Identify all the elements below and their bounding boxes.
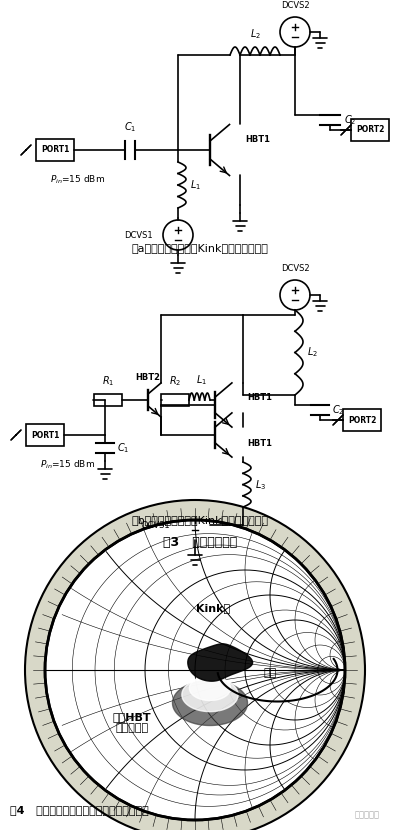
Text: $C_2$: $C_2$ xyxy=(332,403,344,417)
Text: HBT1: HBT1 xyxy=(247,438,272,447)
Text: 新型HBT
复合晶体管: 新型HBT 复合晶体管 xyxy=(113,711,151,733)
Bar xyxy=(36,139,74,161)
Text: $L_1$: $L_1$ xyxy=(196,374,208,387)
Polygon shape xyxy=(188,644,253,681)
Circle shape xyxy=(163,220,193,250)
Text: $L_1$: $L_1$ xyxy=(190,178,201,192)
Text: DCVS2: DCVS2 xyxy=(281,264,309,273)
Text: $P_{in}$=15 dBm: $P_{in}$=15 dBm xyxy=(40,459,95,471)
Text: （a）普通管大信号的Kink效应仿真电路图: （a）普通管大信号的Kink效应仿真电路图 xyxy=(132,243,268,253)
Polygon shape xyxy=(172,681,248,725)
Circle shape xyxy=(280,280,310,310)
Text: Kink点: Kink点 xyxy=(196,603,230,613)
Text: HBT2: HBT2 xyxy=(136,373,160,382)
Circle shape xyxy=(180,510,210,540)
Bar xyxy=(26,424,64,446)
Text: 图3   单极放大电路: 图3 单极放大电路 xyxy=(163,535,237,549)
Text: 图4   普通管和复合管的大信号输出反射系数: 图4 普通管和复合管的大信号输出反射系数 xyxy=(10,805,149,815)
Polygon shape xyxy=(189,676,231,701)
Text: $R_2$: $R_2$ xyxy=(169,374,181,388)
Circle shape xyxy=(280,17,310,47)
Text: PORT1: PORT1 xyxy=(41,145,69,154)
Text: HBT1: HBT1 xyxy=(247,393,272,402)
Bar xyxy=(94,394,122,406)
Bar xyxy=(351,119,389,141)
Circle shape xyxy=(25,500,365,830)
Text: $C_1$: $C_1$ xyxy=(117,441,130,455)
Text: DCVS1: DCVS1 xyxy=(124,231,153,240)
Text: PORT2: PORT2 xyxy=(348,416,376,424)
Text: （b）复合管大信号的Kink效应仿真电路图: （b）复合管大信号的Kink效应仿真电路图 xyxy=(132,515,268,525)
Bar xyxy=(343,409,381,431)
Text: $P_{in}$=15 dBm: $P_{in}$=15 dBm xyxy=(50,173,105,186)
Text: $C_2$: $C_2$ xyxy=(344,113,356,127)
Text: $C_1$: $C_1$ xyxy=(124,120,136,134)
Text: 电子发烧友: 电子发烧友 xyxy=(355,811,380,819)
Bar xyxy=(161,394,189,406)
Polygon shape xyxy=(182,678,238,711)
Text: $L_3$: $L_3$ xyxy=(255,478,266,491)
Text: 单管: 单管 xyxy=(263,668,277,678)
Text: $R_1$: $R_1$ xyxy=(102,374,114,388)
Text: $L_2$: $L_2$ xyxy=(250,27,260,41)
Text: HBT1: HBT1 xyxy=(245,135,270,144)
Text: PORT2: PORT2 xyxy=(356,125,384,134)
Circle shape xyxy=(45,520,345,820)
Text: PORT1: PORT1 xyxy=(31,431,59,440)
Text: DCVS1: DCVS1 xyxy=(141,520,170,530)
Text: $L_2$: $L_2$ xyxy=(307,345,318,359)
Text: DCVS2: DCVS2 xyxy=(281,1,309,10)
